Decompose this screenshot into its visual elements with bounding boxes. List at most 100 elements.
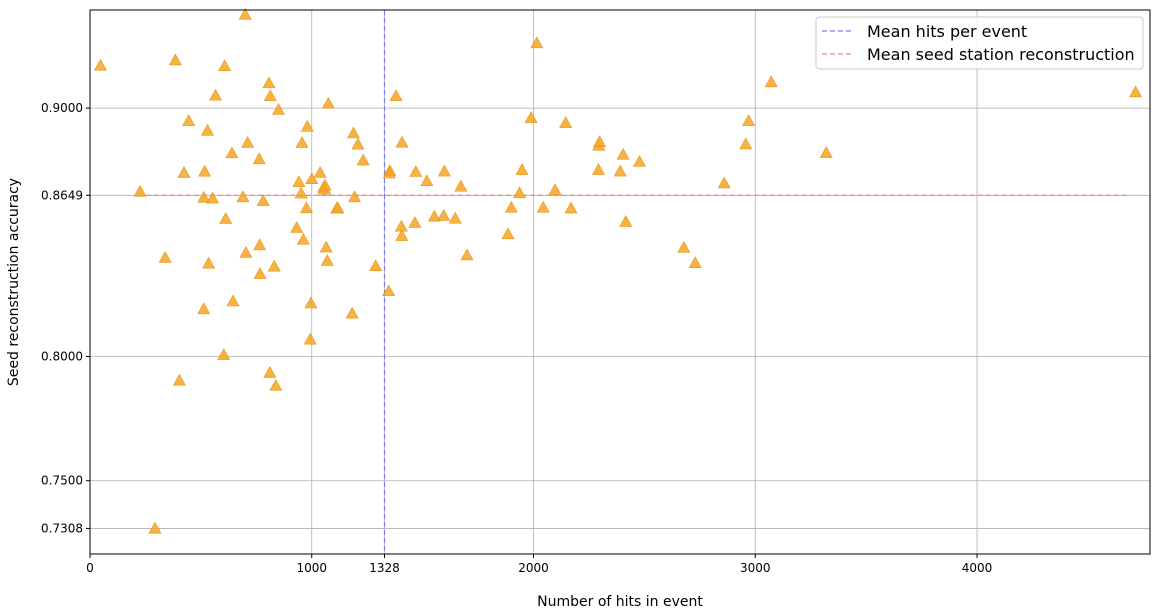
data-point bbox=[303, 332, 317, 345]
data-point bbox=[454, 179, 468, 192]
x-tick-label: 0 bbox=[86, 561, 94, 575]
data-point bbox=[177, 166, 191, 178]
data-points bbox=[93, 7, 1143, 534]
data-point bbox=[269, 378, 283, 391]
data-point bbox=[382, 166, 396, 179]
data-point bbox=[460, 248, 474, 261]
y-axis-ticks: 0.7308 0.7500 0.8000 0.8649 0.9000 bbox=[41, 101, 90, 535]
data-point bbox=[256, 194, 270, 206]
data-point bbox=[559, 116, 573, 128]
data-point bbox=[253, 267, 267, 279]
data-point bbox=[427, 209, 441, 222]
data-point bbox=[437, 209, 451, 221]
data-point bbox=[304, 296, 318, 309]
data-point bbox=[688, 256, 702, 268]
plot-frame bbox=[89, 9, 1151, 555]
data-point bbox=[197, 190, 211, 203]
data-point bbox=[448, 211, 462, 224]
data-point bbox=[395, 229, 409, 241]
y-axis-label: Seed reconstruction accuracy bbox=[6, 178, 22, 386]
data-point bbox=[241, 136, 255, 148]
data-point bbox=[420, 174, 434, 187]
data-point bbox=[564, 201, 578, 214]
data-point bbox=[217, 348, 231, 360]
data-point bbox=[501, 227, 515, 240]
data-point bbox=[206, 191, 220, 204]
x-tick-label: 1000 bbox=[296, 561, 327, 575]
x-tick-label: 3000 bbox=[740, 561, 771, 575]
data-point bbox=[395, 135, 409, 148]
data-point bbox=[93, 58, 107, 71]
data-point bbox=[290, 220, 304, 233]
data-point bbox=[408, 216, 422, 228]
data-point bbox=[219, 212, 233, 224]
data-point bbox=[225, 146, 239, 159]
data-point bbox=[218, 59, 232, 71]
data-point bbox=[524, 111, 538, 123]
data-point bbox=[158, 251, 172, 263]
y-tick-label: 0.8649 bbox=[41, 188, 83, 202]
data-point bbox=[1129, 85, 1143, 98]
data-point bbox=[198, 164, 212, 177]
data-point bbox=[271, 102, 286, 115]
data-point bbox=[321, 96, 335, 109]
data-point bbox=[148, 521, 162, 534]
data-point bbox=[613, 164, 627, 177]
data-point bbox=[226, 294, 240, 307]
data-point bbox=[313, 166, 327, 178]
data-point bbox=[299, 201, 313, 214]
data-point bbox=[345, 306, 359, 319]
data-point bbox=[677, 240, 691, 253]
data-point bbox=[238, 7, 252, 20]
data-point bbox=[346, 126, 360, 139]
data-point bbox=[548, 183, 562, 195]
data-point bbox=[356, 153, 370, 166]
y-tick-label: 0.9000 bbox=[41, 101, 83, 115]
x-axis-ticks: 0 1000 1328 2000 3000 4000 bbox=[86, 554, 992, 575]
data-point bbox=[619, 215, 633, 227]
data-point bbox=[201, 123, 215, 136]
data-point bbox=[504, 200, 518, 213]
data-point bbox=[382, 284, 396, 297]
y-tick-label: 0.7500 bbox=[41, 474, 83, 488]
data-point bbox=[133, 184, 147, 197]
data-point bbox=[348, 190, 362, 203]
data-point bbox=[267, 259, 281, 272]
data-point bbox=[300, 119, 314, 132]
data-point bbox=[295, 136, 309, 148]
data-point bbox=[764, 75, 778, 88]
data-point bbox=[263, 366, 277, 378]
data-point bbox=[331, 201, 345, 214]
data-point bbox=[369, 259, 383, 271]
data-point bbox=[252, 152, 266, 165]
data-point bbox=[742, 114, 756, 126]
data-point bbox=[591, 163, 605, 175]
x-axis-label: Number of hits in event bbox=[537, 594, 703, 610]
data-point bbox=[319, 240, 333, 253]
x-tick-label: 1328 bbox=[369, 561, 400, 575]
data-point bbox=[593, 135, 607, 148]
data-point bbox=[717, 176, 731, 189]
data-point bbox=[239, 246, 253, 258]
data-point bbox=[616, 147, 630, 160]
data-point bbox=[262, 76, 276, 89]
data-point bbox=[296, 232, 310, 245]
data-point bbox=[409, 165, 423, 177]
data-point bbox=[437, 164, 451, 177]
data-point bbox=[513, 186, 527, 199]
data-point bbox=[292, 175, 306, 187]
data-point bbox=[168, 53, 182, 66]
data-point bbox=[515, 163, 529, 175]
data-point bbox=[530, 36, 544, 49]
data-point bbox=[739, 137, 753, 150]
legend: Mean hits per event Mean seed station re… bbox=[815, 16, 1144, 70]
data-point bbox=[209, 88, 223, 101]
data-point bbox=[320, 254, 334, 266]
legend-entry-mean-hits: Mean hits per event bbox=[867, 22, 1027, 41]
y-tick-label: 0.8000 bbox=[41, 350, 83, 364]
data-point bbox=[819, 146, 833, 158]
data-point bbox=[389, 89, 403, 102]
data-point bbox=[253, 238, 267, 251]
data-point bbox=[182, 114, 196, 126]
legend-box bbox=[815, 16, 1144, 70]
